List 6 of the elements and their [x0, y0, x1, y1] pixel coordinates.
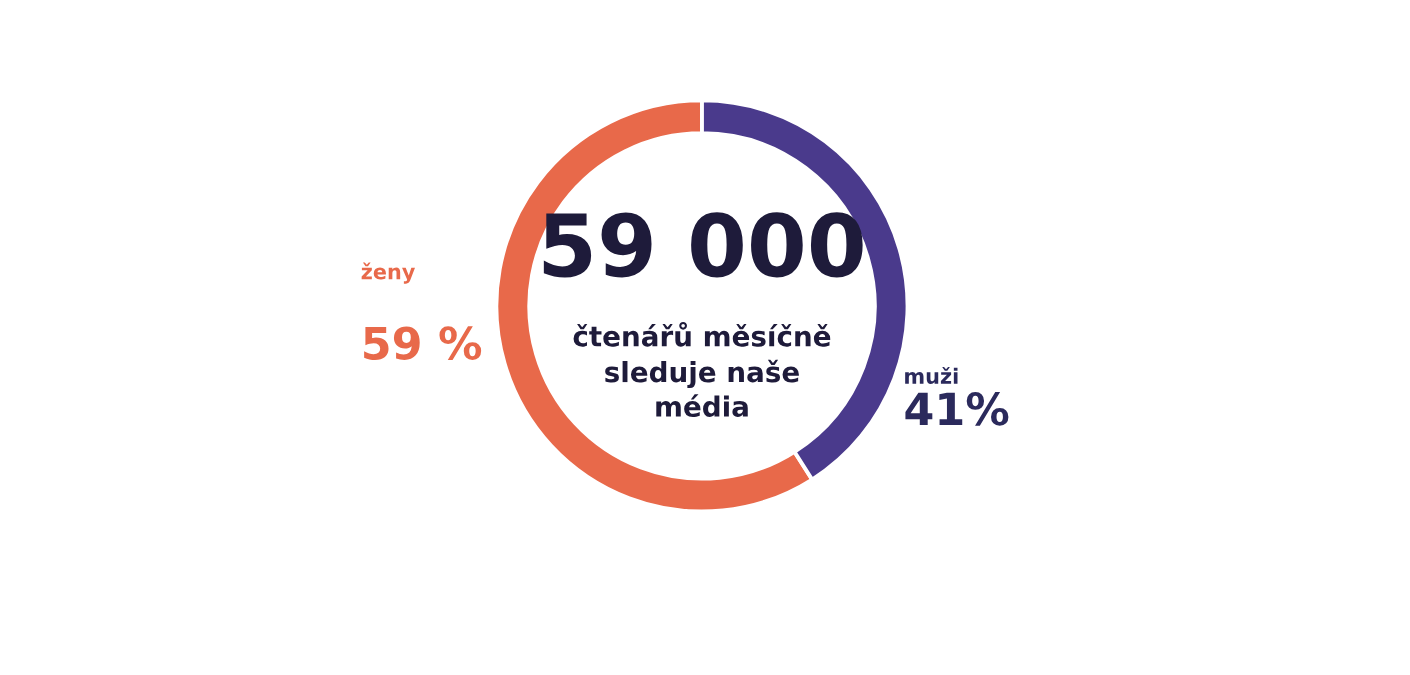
slice-label: ženy	[361, 262, 415, 284]
text: 59 000	[543, 212, 863, 278]
text: čtenářů měsíčně sleduje naše média	[573, 321, 831, 417]
data-label: 59 %	[364, 326, 482, 360]
slice-label: muži	[905, 366, 958, 384]
data-label: 41%	[905, 392, 1009, 426]
